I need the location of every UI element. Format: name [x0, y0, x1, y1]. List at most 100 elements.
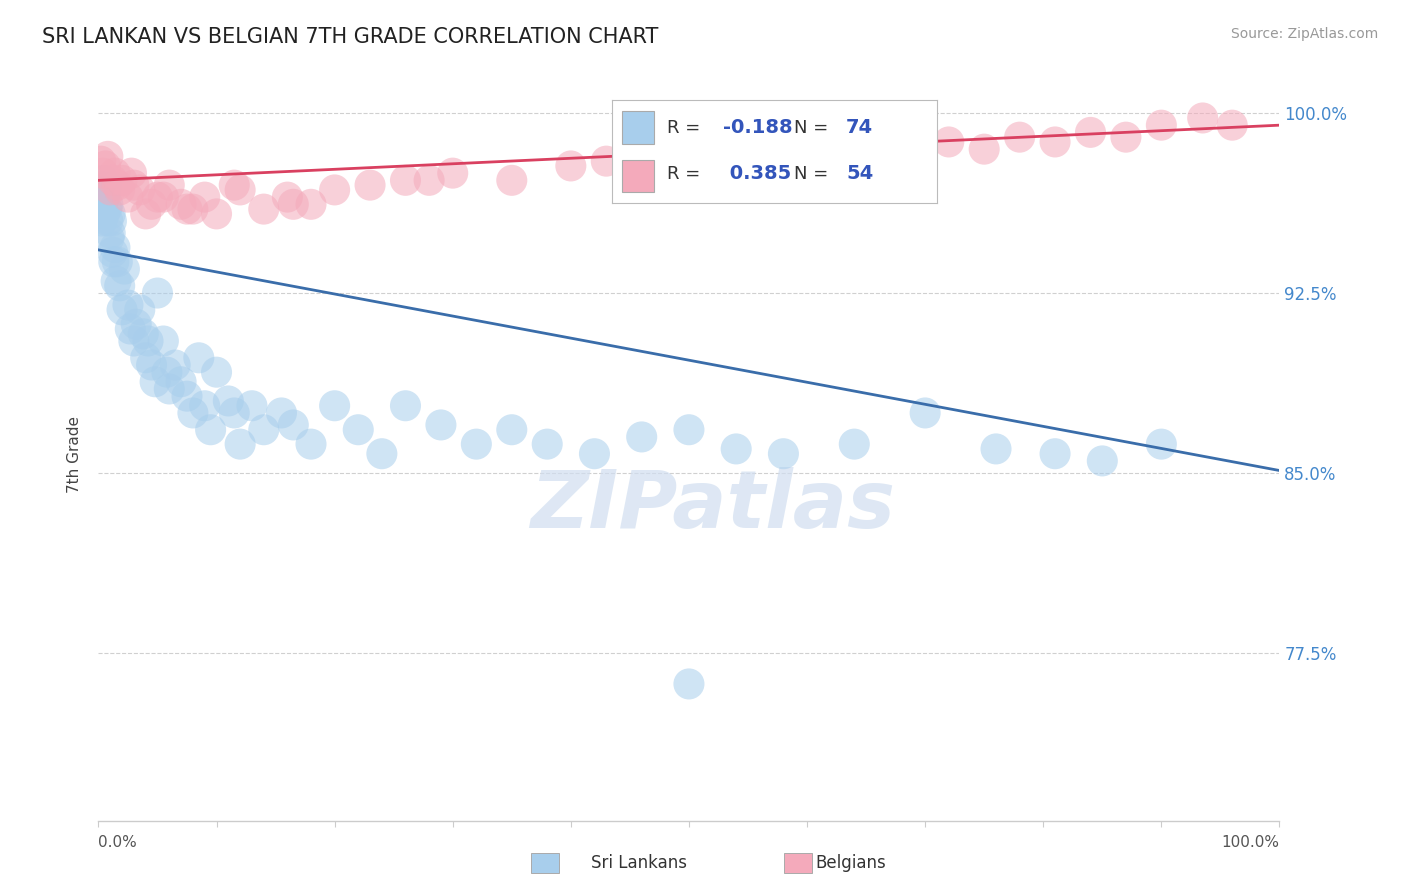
- Point: [299, 197, 322, 211]
- Point: [101, 173, 124, 187]
- Point: [299, 437, 322, 451]
- Point: [1150, 118, 1173, 132]
- Point: [465, 437, 488, 451]
- Point: [94, 159, 117, 173]
- Point: [796, 142, 818, 156]
- Point: [748, 154, 770, 169]
- Point: [359, 178, 381, 193]
- Point: [136, 334, 159, 348]
- Text: Source: ZipAtlas.com: Source: ZipAtlas.com: [1230, 27, 1378, 41]
- Point: [141, 358, 163, 372]
- Point: [938, 135, 960, 149]
- Point: [98, 226, 121, 240]
- Point: [240, 399, 263, 413]
- Point: [187, 351, 209, 365]
- Point: [152, 334, 174, 348]
- Point: [103, 255, 125, 269]
- Point: [90, 154, 112, 169]
- Point: [984, 442, 1007, 456]
- Point: [93, 207, 115, 221]
- Point: [501, 423, 523, 437]
- Point: [194, 190, 217, 204]
- Point: [217, 394, 239, 409]
- Point: [371, 447, 394, 461]
- Point: [91, 194, 114, 209]
- Point: [229, 183, 252, 197]
- Y-axis label: 7th Grade: 7th Grade: [67, 417, 83, 493]
- Point: [111, 302, 134, 317]
- Point: [157, 178, 180, 193]
- Point: [94, 186, 117, 200]
- Point: [170, 197, 193, 211]
- Point: [132, 326, 155, 341]
- Point: [156, 365, 179, 379]
- Point: [90, 202, 112, 216]
- Point: [165, 358, 187, 372]
- Point: [181, 406, 204, 420]
- Point: [141, 197, 163, 211]
- Point: [229, 437, 252, 451]
- Point: [108, 278, 131, 293]
- Point: [101, 245, 124, 260]
- Text: SRI LANKAN VS BELGIAN 7TH GRADE CORRELATION CHART: SRI LANKAN VS BELGIAN 7TH GRADE CORRELAT…: [42, 27, 658, 46]
- Point: [104, 166, 127, 180]
- Point: [1080, 125, 1102, 139]
- Point: [93, 190, 115, 204]
- Point: [128, 183, 150, 197]
- Point: [1091, 454, 1114, 468]
- Point: [146, 190, 169, 204]
- Point: [105, 178, 128, 193]
- Point: [844, 437, 866, 451]
- Point: [283, 417, 305, 432]
- Point: [323, 399, 346, 413]
- Point: [903, 142, 925, 156]
- Point: [224, 406, 246, 420]
- Point: [91, 173, 114, 187]
- Point: [194, 399, 217, 413]
- Point: [98, 183, 121, 197]
- Text: ZIPatlas: ZIPatlas: [530, 467, 896, 545]
- Point: [97, 149, 120, 163]
- Point: [176, 389, 198, 403]
- Point: [725, 442, 748, 456]
- Point: [394, 173, 416, 187]
- Point: [104, 240, 127, 254]
- Point: [125, 317, 148, 331]
- Point: [1008, 130, 1031, 145]
- Point: [105, 274, 128, 288]
- Point: [96, 202, 118, 216]
- Point: [583, 447, 606, 461]
- Point: [122, 178, 145, 193]
- Point: [135, 207, 157, 221]
- Point: [96, 178, 118, 193]
- Text: Sri Lankans: Sri Lankans: [591, 855, 686, 872]
- Point: [595, 154, 617, 169]
- Point: [973, 142, 995, 156]
- Point: [91, 166, 114, 180]
- Point: [276, 190, 298, 204]
- Point: [560, 159, 582, 173]
- Point: [122, 334, 145, 348]
- Text: 0.0%: 0.0%: [98, 835, 138, 850]
- Point: [143, 375, 166, 389]
- Point: [157, 382, 180, 396]
- Point: [1150, 437, 1173, 451]
- Point: [418, 173, 440, 187]
- Point: [772, 447, 794, 461]
- Text: 100.0%: 100.0%: [1222, 835, 1279, 850]
- Point: [91, 214, 114, 228]
- Point: [170, 375, 193, 389]
- Bar: [785, 854, 813, 873]
- Point: [666, 149, 689, 163]
- Point: [97, 197, 120, 211]
- Point: [630, 430, 652, 444]
- Point: [323, 183, 346, 197]
- Point: [128, 302, 150, 317]
- Point: [135, 351, 157, 365]
- Point: [253, 202, 276, 216]
- Point: [146, 286, 169, 301]
- Point: [120, 322, 142, 336]
- Point: [117, 298, 139, 312]
- Point: [1191, 111, 1213, 125]
- Point: [98, 231, 121, 245]
